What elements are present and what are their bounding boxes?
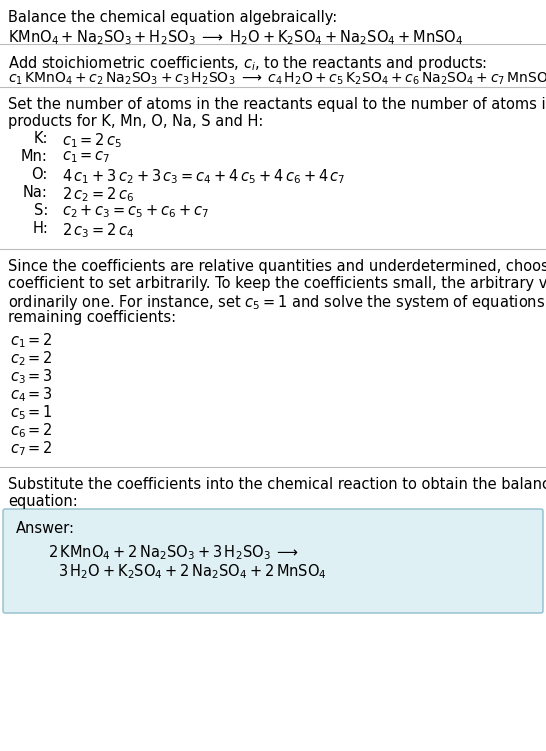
Text: $\mathrm{KMnO_4 + Na_2SO_3 + H_2SO_3 \;\longrightarrow\; H_2O + K_2SO_4 + Na_2SO: $\mathrm{KMnO_4 + Na_2SO_3 + H_2SO_3 \;\… bbox=[8, 28, 464, 47]
Text: $3\,\mathrm{H_2O} + \mathrm{K_2SO_4} + 2\,\mathrm{Na_2SO_4} + 2\,\mathrm{MnSO_4}: $3\,\mathrm{H_2O} + \mathrm{K_2SO_4} + 2… bbox=[58, 562, 327, 581]
Text: ordinarily one. For instance, set $c_5 = 1$ and solve the system of equations fo: ordinarily one. For instance, set $c_5 =… bbox=[8, 293, 546, 312]
Text: K:: K: bbox=[33, 131, 48, 146]
Text: remaining coefficients:: remaining coefficients: bbox=[8, 310, 176, 325]
Text: Mn:: Mn: bbox=[21, 149, 48, 164]
Text: $c_7 = 2$: $c_7 = 2$ bbox=[10, 439, 53, 457]
Text: Balance the chemical equation algebraically:: Balance the chemical equation algebraica… bbox=[8, 10, 337, 25]
Text: $c_1 = 2\,c_5$: $c_1 = 2\,c_5$ bbox=[62, 131, 122, 149]
Text: O:: O: bbox=[32, 167, 48, 182]
Text: Since the coefficients are relative quantities and underdetermined, choose a: Since the coefficients are relative quan… bbox=[8, 259, 546, 274]
Text: $c_6 = 2$: $c_6 = 2$ bbox=[10, 421, 53, 439]
Text: $2\,c_3 = 2\,c_4$: $2\,c_3 = 2\,c_4$ bbox=[62, 221, 134, 240]
Text: $4\,c_1 + 3\,c_2 + 3\,c_3 = c_4 + 4\,c_5 + 4\,c_6 + 4\,c_7$: $4\,c_1 + 3\,c_2 + 3\,c_3 = c_4 + 4\,c_5… bbox=[62, 167, 346, 185]
Text: products for K, Mn, O, Na, S and H:: products for K, Mn, O, Na, S and H: bbox=[8, 114, 263, 129]
Text: $2\,\mathrm{KMnO_4} + 2\,\mathrm{Na_2SO_3} + 3\,\mathrm{H_2SO_3} \;\longrightarr: $2\,\mathrm{KMnO_4} + 2\,\mathrm{Na_2SO_… bbox=[48, 543, 299, 562]
Text: S:: S: bbox=[34, 203, 48, 218]
FancyBboxPatch shape bbox=[3, 509, 543, 613]
Text: equation:: equation: bbox=[8, 494, 78, 509]
Text: $c_3 = 3$: $c_3 = 3$ bbox=[10, 367, 53, 386]
Text: Na:: Na: bbox=[23, 185, 48, 200]
Text: $c_4 = 3$: $c_4 = 3$ bbox=[10, 385, 53, 404]
Text: $c_5 = 1$: $c_5 = 1$ bbox=[10, 403, 53, 422]
Text: Set the number of atoms in the reactants equal to the number of atoms in the: Set the number of atoms in the reactants… bbox=[8, 97, 546, 112]
Text: $c_1 = 2$: $c_1 = 2$ bbox=[10, 331, 53, 350]
Text: $c_2 + c_3 = c_5 + c_6 + c_7$: $c_2 + c_3 = c_5 + c_6 + c_7$ bbox=[62, 203, 210, 220]
Text: $c_1\,\mathrm{KMnO_4} + c_2\,\mathrm{Na_2SO_3} + c_3\,\mathrm{H_2SO_3} \;\longri: $c_1\,\mathrm{KMnO_4} + c_2\,\mathrm{Na_… bbox=[8, 71, 546, 87]
Text: Substitute the coefficients into the chemical reaction to obtain the balanced: Substitute the coefficients into the che… bbox=[8, 477, 546, 492]
Text: $c_1 = c_7$: $c_1 = c_7$ bbox=[62, 149, 111, 164]
Text: H:: H: bbox=[32, 221, 48, 236]
Text: coefficient to set arbitrarily. To keep the coefficients small, the arbitrary va: coefficient to set arbitrarily. To keep … bbox=[8, 276, 546, 291]
Text: Add stoichiometric coefficients, $c_i$, to the reactants and products:: Add stoichiometric coefficients, $c_i$, … bbox=[8, 54, 487, 73]
Text: $c_2 = 2$: $c_2 = 2$ bbox=[10, 349, 53, 368]
Text: $2\,c_2 = 2\,c_6$: $2\,c_2 = 2\,c_6$ bbox=[62, 185, 134, 204]
Text: Answer:: Answer: bbox=[16, 521, 75, 536]
